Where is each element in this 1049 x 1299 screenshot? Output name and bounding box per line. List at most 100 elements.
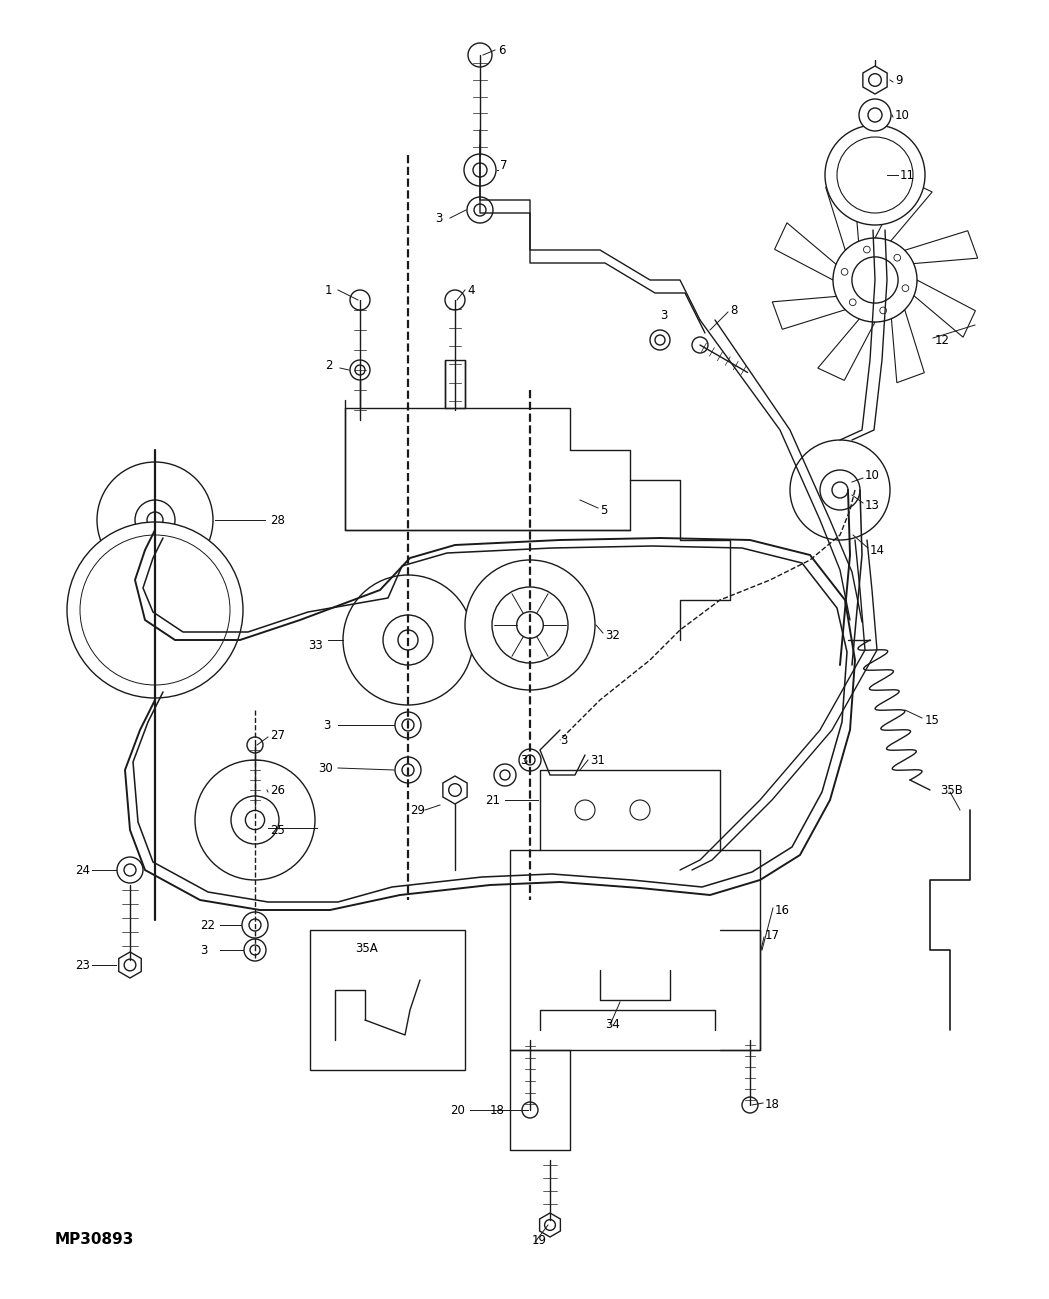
Circle shape (124, 864, 136, 876)
Text: 2: 2 (325, 359, 333, 372)
Circle shape (402, 764, 414, 776)
Bar (445, 360, 465, 408)
Circle shape (852, 257, 898, 303)
Circle shape (517, 612, 543, 638)
Text: 4: 4 (467, 283, 474, 296)
Circle shape (395, 712, 421, 738)
Circle shape (350, 290, 370, 310)
Circle shape (350, 360, 370, 381)
Text: 15: 15 (925, 713, 940, 726)
Polygon shape (774, 223, 836, 281)
Text: 3: 3 (200, 943, 208, 956)
Polygon shape (119, 952, 142, 978)
Circle shape (249, 918, 261, 931)
Circle shape (894, 255, 901, 261)
Text: 8: 8 (730, 304, 737, 317)
Circle shape (398, 630, 418, 650)
Circle shape (522, 1102, 538, 1118)
Circle shape (850, 299, 856, 305)
Text: 6: 6 (498, 43, 506, 56)
Circle shape (524, 755, 535, 765)
Text: 5: 5 (600, 504, 607, 517)
Text: 25: 25 (270, 824, 285, 837)
Text: 10: 10 (865, 469, 880, 482)
Circle shape (97, 462, 213, 578)
Circle shape (402, 720, 414, 731)
Text: 18: 18 (765, 1099, 779, 1112)
Text: 18: 18 (490, 1103, 505, 1117)
Circle shape (467, 197, 493, 223)
Circle shape (519, 750, 541, 772)
Circle shape (147, 512, 163, 527)
Circle shape (449, 783, 462, 796)
Text: 10: 10 (895, 109, 909, 122)
Text: 3: 3 (560, 734, 568, 747)
Circle shape (143, 598, 167, 622)
Circle shape (464, 155, 496, 186)
Circle shape (343, 575, 473, 705)
Circle shape (820, 470, 860, 511)
Circle shape (474, 204, 486, 216)
Circle shape (231, 796, 279, 844)
Text: 3: 3 (435, 212, 443, 225)
Circle shape (853, 153, 897, 197)
Text: 23: 23 (74, 959, 90, 972)
Circle shape (859, 99, 891, 131)
Circle shape (841, 269, 848, 275)
Circle shape (880, 307, 886, 314)
Text: 20: 20 (450, 1103, 465, 1117)
Text: 35B: 35B (940, 783, 963, 796)
Circle shape (866, 166, 884, 183)
Polygon shape (818, 320, 875, 381)
Circle shape (245, 811, 264, 830)
Circle shape (500, 770, 510, 779)
Text: 21: 21 (485, 794, 500, 807)
Text: 17: 17 (765, 929, 780, 942)
Text: 3: 3 (520, 753, 528, 766)
Circle shape (869, 74, 881, 86)
Circle shape (67, 522, 243, 698)
Circle shape (473, 162, 487, 177)
Circle shape (742, 1096, 758, 1113)
Circle shape (832, 482, 848, 498)
Text: 19: 19 (532, 1234, 547, 1247)
Circle shape (355, 365, 365, 375)
Circle shape (195, 760, 315, 879)
Circle shape (655, 335, 665, 346)
Bar (311, 930, 465, 1070)
Text: 13: 13 (865, 499, 880, 512)
Circle shape (124, 959, 136, 970)
Text: 26: 26 (270, 783, 285, 796)
Circle shape (825, 125, 925, 225)
Polygon shape (863, 66, 887, 94)
Text: 1: 1 (325, 283, 333, 296)
Circle shape (445, 290, 465, 310)
Circle shape (125, 579, 185, 640)
Text: 28: 28 (270, 513, 285, 526)
Polygon shape (914, 281, 976, 338)
Text: 24: 24 (74, 864, 90, 877)
Circle shape (250, 944, 260, 955)
Circle shape (242, 912, 267, 938)
Circle shape (575, 800, 595, 820)
Circle shape (650, 330, 670, 349)
Text: 9: 9 (895, 74, 902, 87)
Circle shape (244, 779, 266, 801)
Polygon shape (904, 231, 978, 264)
Circle shape (465, 560, 595, 690)
Circle shape (135, 500, 175, 540)
Polygon shape (892, 309, 924, 383)
Circle shape (494, 764, 516, 786)
Text: 31: 31 (590, 753, 605, 766)
Circle shape (833, 238, 917, 322)
Circle shape (80, 535, 230, 685)
Circle shape (790, 440, 890, 540)
Circle shape (902, 284, 908, 291)
Text: 34: 34 (605, 1018, 620, 1031)
Text: 22: 22 (200, 918, 215, 931)
Circle shape (244, 939, 266, 961)
Text: 30: 30 (318, 761, 333, 774)
Text: 32: 32 (605, 629, 620, 642)
Circle shape (250, 785, 260, 795)
Circle shape (247, 737, 263, 753)
